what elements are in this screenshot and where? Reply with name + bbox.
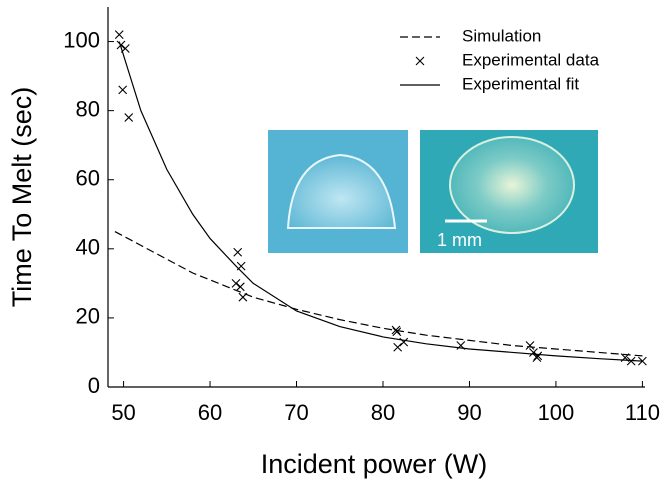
data-point	[124, 113, 134, 122]
data-point	[114, 30, 124, 40]
data-point	[392, 327, 402, 337]
x-tick-label: 60	[198, 400, 222, 425]
y-tick-label: 80	[76, 96, 100, 121]
x-tick-label: 110	[625, 400, 660, 425]
data-point	[626, 356, 636, 366]
data-point	[238, 292, 248, 302]
legend-label: Simulation	[462, 26, 541, 45]
data-point	[533, 351, 543, 361]
y-tick-label: 0	[88, 373, 100, 398]
legend-label: Experimental fit	[462, 74, 579, 93]
legend-label: Experimental data	[462, 50, 600, 69]
y-axis-label: Time To Melt (sec)	[7, 87, 37, 308]
data-point	[638, 356, 647, 366]
data-point	[231, 278, 241, 288]
x-tick-label: 80	[371, 400, 395, 425]
data-point	[116, 40, 126, 50]
x-tick-label: 50	[111, 400, 135, 425]
x-axis-label: Incident power (W)	[261, 449, 488, 479]
y-tick-label: 100	[63, 27, 100, 52]
data-point	[233, 247, 243, 257]
x-tick-label: 100	[538, 400, 575, 425]
y-tick-label: 40	[76, 235, 100, 260]
legend-swatch	[415, 56, 425, 66]
y-tick-label: 60	[76, 166, 100, 191]
series-line	[118, 41, 643, 362]
x-tick-label: 90	[457, 400, 481, 425]
data-point	[118, 85, 128, 95]
x-tick-label: 70	[284, 400, 308, 425]
y-tick-label: 20	[76, 304, 100, 329]
data-point	[235, 282, 245, 292]
data-point	[391, 325, 401, 335]
series-line	[114, 231, 643, 357]
data-point	[525, 341, 535, 350]
scale-label: 1 mm	[437, 230, 482, 250]
data-point	[529, 348, 538, 357]
droplet-top-shape	[449, 136, 575, 234]
droplet-shape	[286, 153, 397, 229]
data-point	[393, 342, 403, 352]
